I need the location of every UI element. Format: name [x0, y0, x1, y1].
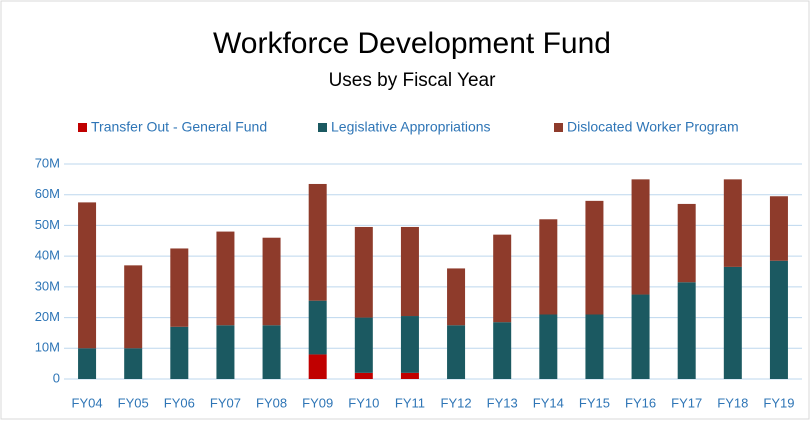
- y-tick-label: 40M: [35, 248, 60, 263]
- bar-segment: [262, 325, 281, 379]
- y-tick-label: 60M: [35, 186, 60, 201]
- bar-segment: [723, 179, 742, 267]
- bar-segment: [447, 325, 466, 379]
- x-tick-label: FY19: [763, 395, 794, 410]
- y-tick-label: 70M: [35, 155, 60, 170]
- bar-segment: [354, 226, 373, 318]
- legend-label: Dislocated Worker Program: [567, 119, 739, 135]
- bar-segment: [78, 348, 97, 379]
- bar-segment: [723, 266, 742, 379]
- bar-segment: [585, 200, 604, 315]
- x-tick-label: FY16: [625, 395, 656, 410]
- bar-segment: [447, 268, 466, 326]
- bar-segment: [170, 326, 189, 379]
- y-tick-label: 10M: [35, 340, 60, 355]
- bar-segment: [308, 354, 327, 379]
- x-tick-label: FY14: [533, 395, 564, 410]
- bar-segment: [493, 322, 512, 379]
- x-tick-label: FY17: [671, 395, 702, 410]
- bar-segment: [769, 260, 788, 379]
- x-tick-label: FY09: [302, 395, 333, 410]
- bar-segment: [170, 248, 189, 327]
- x-tick-label: FY08: [256, 395, 287, 410]
- bar-segment: [631, 179, 650, 295]
- legend-swatch: [78, 123, 87, 132]
- bar-segment: [124, 348, 143, 379]
- bar-segment: [308, 183, 327, 301]
- x-tick-label: FY12: [441, 395, 472, 410]
- bar-segment: [585, 314, 604, 379]
- bar-segment: [78, 202, 97, 349]
- bar-segment: [216, 325, 235, 379]
- legend-label: Transfer Out - General Fund: [91, 119, 267, 135]
- chart-subtitle: Uses by Fiscal Year: [329, 70, 497, 91]
- bar-segment: [354, 317, 373, 373]
- bar-segment: [308, 300, 327, 355]
- bar-segment: [400, 372, 419, 379]
- bar-segment: [216, 231, 235, 326]
- x-tick-label: FY10: [348, 395, 379, 410]
- y-tick-label: 50M: [35, 217, 60, 232]
- x-tick-label: FY18: [717, 395, 748, 410]
- legend-swatch: [554, 123, 563, 132]
- bar-segment: [262, 237, 281, 326]
- y-tick-label: 20M: [35, 309, 60, 324]
- x-tick-label: FY07: [210, 395, 241, 410]
- bar-segment: [400, 226, 419, 317]
- legend-label: Legislative Appropriations: [331, 119, 491, 135]
- x-tick-label: FY15: [579, 395, 610, 410]
- x-tick-label: FY06: [164, 395, 195, 410]
- x-tick-label: FY05: [118, 395, 149, 410]
- y-tick-label: 0: [53, 370, 60, 385]
- bar-segment: [539, 219, 558, 315]
- bar-segment: [354, 372, 373, 379]
- chart-title: Workforce Development Fund: [213, 27, 611, 60]
- bar-segment: [400, 316, 419, 373]
- x-tick-label: FY13: [487, 395, 518, 410]
- legend-swatch: [318, 123, 327, 132]
- bar-segment: [769, 196, 788, 261]
- bar-segment: [631, 294, 650, 379]
- bar-segment: [677, 203, 696, 283]
- bar-segment: [539, 314, 558, 379]
- bar-segment: [677, 282, 696, 379]
- bar-segment: [493, 234, 512, 323]
- bar-segment: [124, 265, 143, 349]
- x-tick-label: FY11: [395, 395, 425, 410]
- y-tick-label: 30M: [35, 278, 60, 293]
- x-tick-label: FY04: [72, 395, 103, 410]
